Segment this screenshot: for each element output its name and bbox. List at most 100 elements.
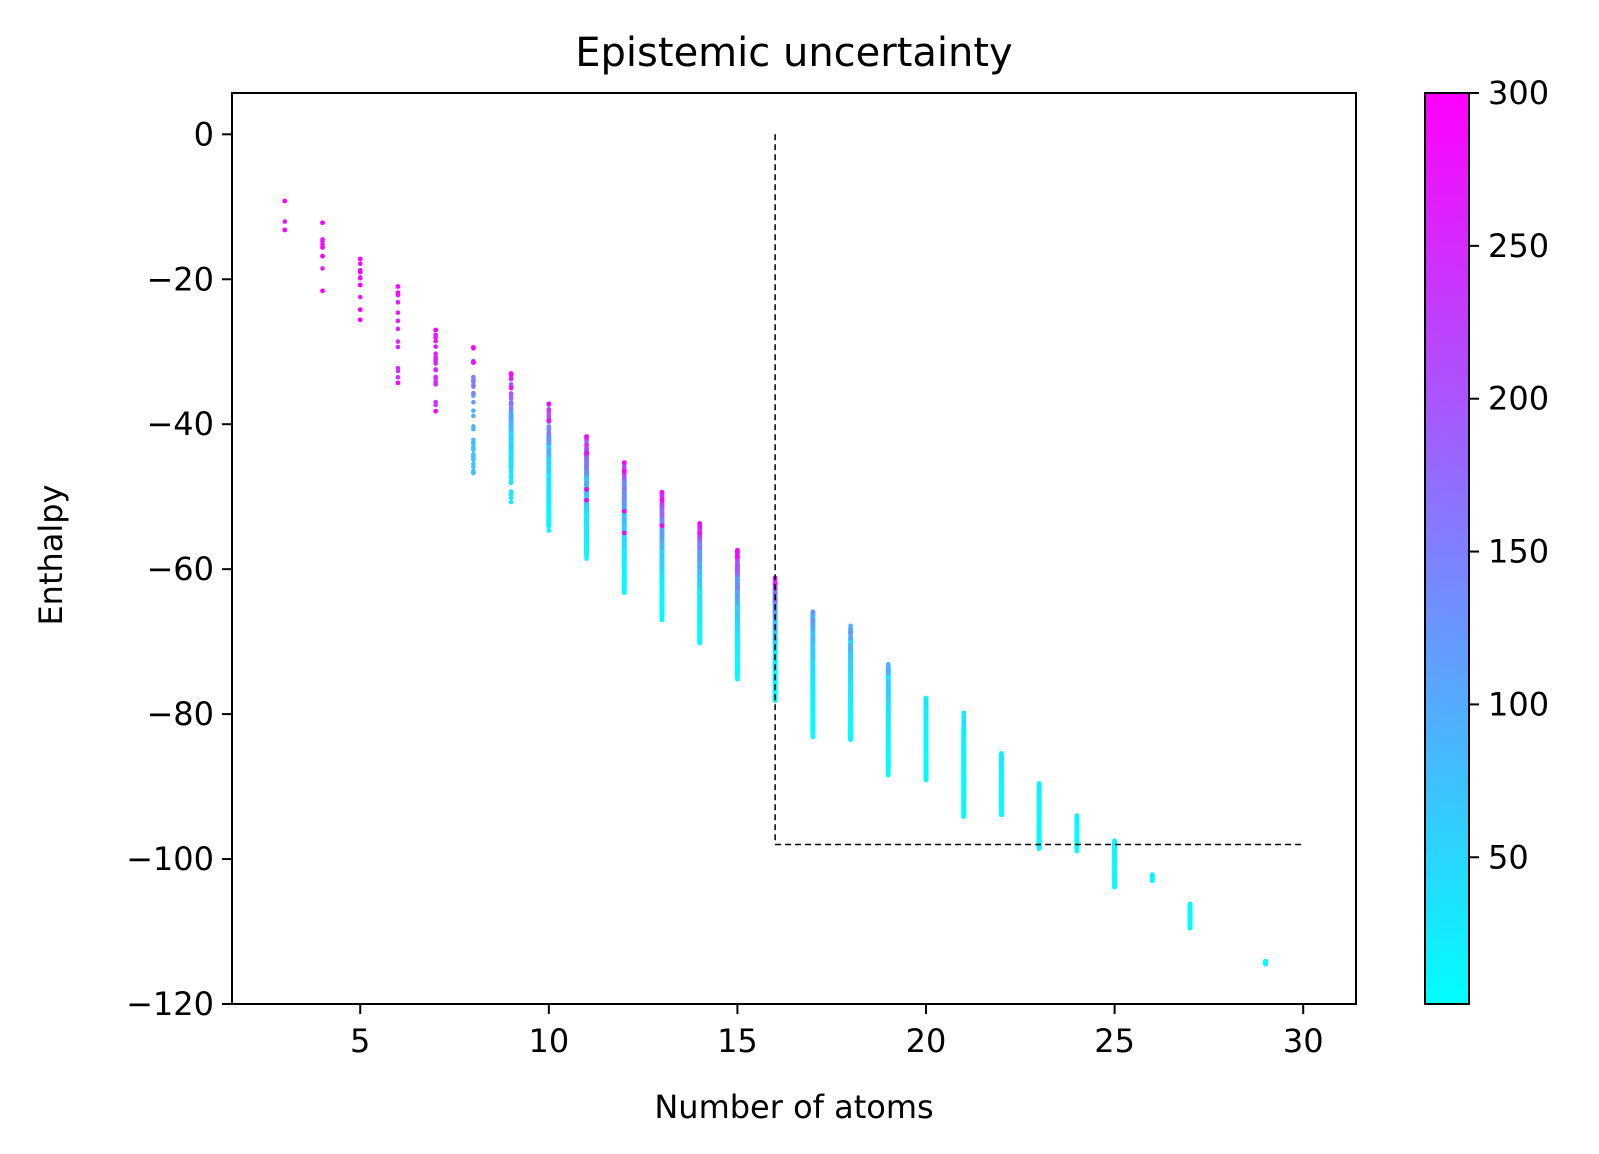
data-point (961, 767, 967, 773)
data-point (282, 219, 288, 224)
data-point (1036, 820, 1042, 826)
data-point (697, 570, 703, 575)
data-point (1036, 800, 1042, 806)
data-point (848, 658, 853, 664)
data-point (282, 198, 288, 204)
data-point (923, 750, 929, 755)
data-point (697, 551, 703, 557)
data-point (697, 540, 703, 545)
data-point (923, 703, 929, 708)
data-point (395, 339, 401, 344)
data-point (508, 376, 514, 382)
y-tick-label: −40 (146, 405, 214, 443)
data-point (848, 664, 853, 670)
data-point (885, 678, 891, 684)
x-axis-ticks: 5 10 15 20 25 30 (350, 1004, 1324, 1060)
data-point (659, 558, 665, 564)
y-axis-label: Enthalpy (32, 484, 70, 625)
data-point (848, 673, 853, 679)
data-point (772, 608, 778, 613)
data-point (810, 654, 816, 660)
data-point (584, 450, 589, 456)
data-point (923, 710, 929, 716)
data-point (961, 749, 967, 754)
data-point (735, 654, 740, 660)
colorbar-tick-label: 50 (1488, 838, 1529, 876)
data-point (546, 520, 552, 525)
data-point (697, 594, 703, 599)
data-point (546, 425, 552, 431)
data-point (508, 448, 514, 454)
data-point (810, 667, 816, 672)
data-point (961, 754, 967, 760)
data-point (471, 390, 476, 396)
data-point (357, 317, 363, 323)
data-point (810, 663, 816, 668)
data-point (621, 537, 627, 542)
data-point (546, 440, 552, 446)
data-point (885, 712, 891, 717)
data-point (433, 332, 438, 338)
data-point (320, 244, 325, 250)
data-point (621, 518, 627, 524)
data-point (395, 310, 401, 315)
data-point (961, 710, 967, 716)
data-point (546, 409, 552, 414)
data-point (508, 426, 514, 432)
data-point (621, 552, 627, 558)
data-point (923, 727, 929, 732)
data-point (584, 446, 589, 452)
data-point (508, 391, 514, 396)
data-point (471, 413, 476, 419)
data-point (961, 781, 967, 786)
data-point (923, 734, 929, 740)
data-point (659, 597, 665, 603)
data-point (999, 751, 1004, 756)
data-point (961, 735, 967, 740)
data-point (433, 351, 438, 356)
data-point (395, 318, 401, 324)
data-point (923, 738, 929, 743)
data-point (885, 716, 891, 722)
x-tick-label: 5 (350, 1022, 370, 1060)
data-point (697, 577, 703, 583)
data-point (1036, 786, 1042, 792)
data-point (395, 365, 401, 371)
data-point (735, 598, 740, 603)
data-point (735, 612, 740, 617)
data-point (357, 307, 363, 313)
data-point (848, 686, 853, 692)
data-point (1074, 823, 1080, 829)
data-point (471, 374, 476, 380)
data-point (885, 746, 891, 752)
data-point (546, 418, 552, 423)
data-point (772, 591, 778, 596)
data-point (848, 654, 853, 659)
data-point (621, 574, 627, 579)
data-point (395, 374, 401, 380)
data-point (810, 650, 816, 655)
data-point (433, 367, 438, 373)
data-point (810, 622, 816, 627)
data-point (697, 521, 703, 526)
data-point (885, 750, 891, 756)
data-point (584, 526, 589, 532)
data-point (885, 661, 891, 667)
chart-title: Epistemic uncertainty (575, 30, 1012, 76)
data-point (584, 463, 589, 469)
data-point (546, 450, 552, 456)
data-point (471, 468, 476, 474)
data-point (1036, 839, 1042, 845)
data-point (659, 576, 665, 582)
data-point (885, 741, 891, 747)
data-point (1187, 902, 1193, 908)
data-point (961, 722, 967, 727)
data-point (697, 608, 703, 614)
data-point (357, 256, 363, 262)
scatter-points (282, 198, 1268, 967)
data-point (546, 528, 552, 533)
data-point (735, 634, 740, 640)
data-point (546, 436, 552, 441)
data-point (697, 545, 703, 551)
data-point (735, 594, 740, 600)
